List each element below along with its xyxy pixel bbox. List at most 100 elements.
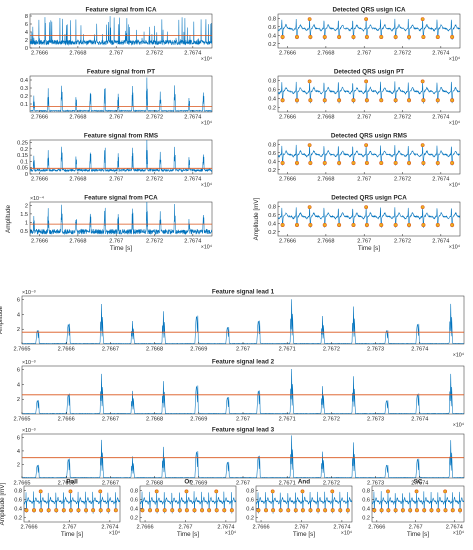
- x-tick-label: 2.7674: [184, 239, 201, 245]
- x-axis-label: Time [s]: [293, 531, 315, 538]
- y-tick-label: 0.8: [268, 79, 276, 85]
- qrs-marker: [364, 34, 369, 39]
- series-line: [278, 144, 460, 167]
- x-tick-label: 2.7668: [69, 177, 86, 183]
- qrs-marker: [229, 508, 234, 513]
- qrs-marker: [184, 508, 189, 513]
- chart-sc: 2.7666 2.767 2.7674 0.2 0.4 0.6 0.8 SC ×10⁴ Time …: [362, 479, 465, 539]
- qrs-marker: [308, 160, 313, 165]
- x-exponent: ×10⁴: [453, 423, 465, 429]
- qrs-marker: [308, 98, 313, 103]
- x-tick-label: 2.7669: [190, 347, 207, 353]
- y-tick-label: 0.8: [268, 16, 276, 22]
- y-tick-label: 0.4: [268, 159, 276, 165]
- chart-title: Detected QRS usign PCA: [331, 195, 407, 202]
- series-line: [256, 491, 352, 514]
- y-exponent: ×10⁻³: [22, 290, 36, 296]
- series-line: [278, 207, 460, 228]
- x-tick-label: 2.7666: [279, 51, 296, 57]
- x-tick-label: 2.7666: [58, 481, 75, 487]
- y-tick-label: 0.05: [17, 166, 28, 172]
- chart-lead1: 2.7665 2.7666 2.7667 2.7668 2.7669 2.767 2.767…: [0, 289, 465, 359]
- plot-area: [277, 75, 461, 113]
- y-tick-label: 0: [25, 46, 28, 52]
- y-tick-label: 0.2: [20, 94, 28, 100]
- y-tick-label: 2: [25, 203, 28, 209]
- series-line: [30, 16, 212, 46]
- qrs-marker: [148, 508, 153, 513]
- x-tick-label: 2.7671: [279, 417, 296, 423]
- qrs-marker: [68, 489, 73, 494]
- x-tick-label: 2.7674: [411, 347, 428, 353]
- x-tick-label: 2.7674: [333, 525, 350, 531]
- y-tick-label: 2: [17, 397, 20, 403]
- y-tick-label: 0.6: [268, 88, 276, 94]
- plot-area: [277, 139, 461, 175]
- x-tick-label: 2.7668: [317, 239, 334, 245]
- x-tick-label: 2.7669: [190, 417, 207, 423]
- qrs-marker: [345, 508, 350, 513]
- y-tick-label: 0.6: [246, 498, 254, 504]
- y-tick-label: 0.6: [268, 151, 276, 157]
- qrs-marker: [372, 508, 377, 513]
- x-tick-label: 2.767: [236, 481, 250, 487]
- qrs-marker: [393, 508, 398, 513]
- y-tick-label: 6: [25, 22, 28, 28]
- series-line: [140, 491, 236, 514]
- qrs-marker: [113, 508, 118, 513]
- qrs-marker: [379, 222, 384, 227]
- qrs-marker: [435, 34, 440, 39]
- x-tick-label: 2.7672: [394, 115, 411, 121]
- qrs-marker: [351, 160, 356, 165]
- qrs-marker: [420, 17, 425, 22]
- x-axis-label: Time [s]: [110, 245, 132, 252]
- qrs-marker: [177, 508, 182, 513]
- x-exponent: ×10⁴: [225, 531, 237, 537]
- qrs-marker: [421, 34, 426, 39]
- chart-title: Poll: [66, 479, 78, 486]
- y-tick-label: 0.4: [20, 78, 28, 84]
- y-tick-label: 0.8: [268, 142, 276, 148]
- plot-area: [21, 365, 465, 415]
- qrs-marker: [322, 160, 327, 165]
- qrs-marker: [420, 205, 425, 210]
- chart-rms_feature: 2.7666 2.7668 2.767 2.7672 2.7674 00.050.10.1…: [17, 133, 213, 189]
- x-exponent: ×10⁴: [201, 121, 213, 127]
- y-tick-label: 0.2: [268, 168, 276, 174]
- qrs-marker: [337, 160, 342, 165]
- qrs-marker: [271, 508, 276, 513]
- y-tick-label: 0.6: [268, 25, 276, 31]
- qrs-marker: [379, 98, 384, 103]
- y-axis-label: Amplitude [mV]: [0, 482, 6, 525]
- y-tick-label: 0.15: [17, 153, 28, 159]
- qrs-marker: [322, 98, 327, 103]
- chart-lead3: 2.7665 2.7666 2.7667 2.7668 2.7669 2.767 2.767…: [13, 427, 464, 493]
- qrs-marker: [280, 98, 285, 103]
- x-tick-label: 2.7672: [394, 239, 411, 245]
- y-tick-label: 8: [25, 14, 28, 20]
- x-tick-label: 2.767: [357, 239, 371, 245]
- y-tick-label: 0.4: [246, 507, 254, 513]
- y-tick-label: 4: [17, 312, 20, 318]
- qrs-marker: [222, 508, 227, 513]
- y-tick-label: 1.5: [20, 212, 28, 218]
- y-axis-label: Amplitude [mV]: [253, 197, 260, 240]
- x-tick-label: 2.7674: [411, 417, 428, 423]
- x-exponent: ×10⁴: [453, 353, 465, 359]
- y-exponent: ×10⁻³: [22, 360, 36, 366]
- qrs-marker: [280, 34, 285, 39]
- series-line: [30, 77, 212, 112]
- qrs-marker: [330, 508, 335, 513]
- x-tick-label: 2.7673: [367, 417, 384, 423]
- chart-title: Feature signal from PCA: [84, 195, 158, 202]
- qrs-marker: [379, 160, 384, 165]
- qrs-marker: [400, 508, 405, 513]
- qrs-marker: [154, 489, 159, 494]
- x-tick-label: 2.767: [109, 239, 123, 245]
- x-tick-label: 2.7674: [184, 177, 201, 183]
- y-tick-label: 6: [17, 368, 20, 374]
- qrs-marker: [407, 222, 412, 227]
- x-tick-label: 2.7666: [279, 177, 296, 183]
- qrs-marker: [294, 222, 299, 227]
